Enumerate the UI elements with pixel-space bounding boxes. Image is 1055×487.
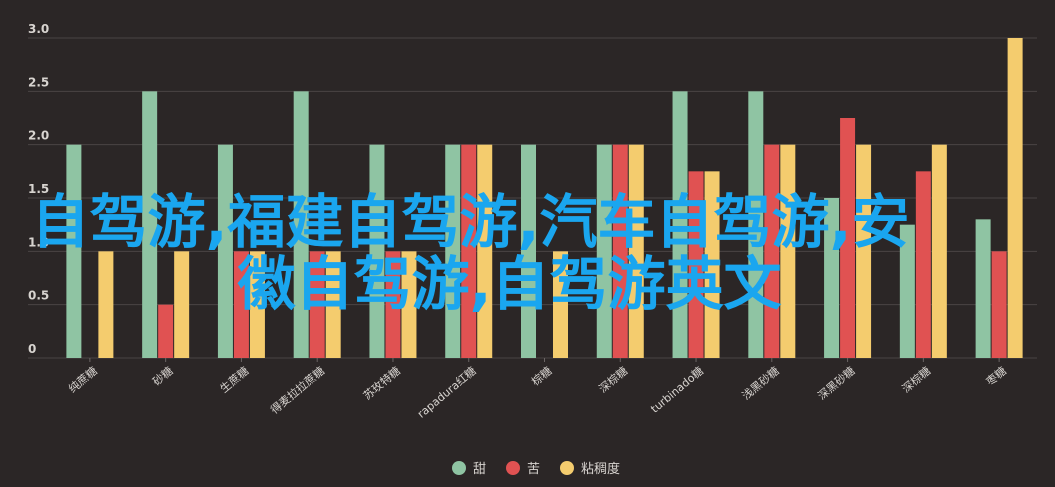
y-tick-label: 2.0 bbox=[28, 129, 49, 143]
bar-sweet bbox=[445, 144, 461, 358]
bar-bitter bbox=[461, 144, 477, 358]
bar-viscosity bbox=[325, 251, 341, 358]
bar-sweet bbox=[142, 91, 158, 358]
bar-viscosity bbox=[628, 144, 644, 358]
bar-viscosity bbox=[174, 251, 190, 358]
bar-bitter bbox=[158, 304, 174, 358]
x-tick-label: 深棕糖 bbox=[596, 364, 630, 396]
bar-viscosity bbox=[249, 251, 265, 358]
bar-sweet bbox=[369, 144, 385, 358]
bar-viscosity bbox=[553, 251, 568, 358]
x-axis: 纯蔗糖 砂糖 生蔗糖 得麦拉拉蔗糖 苏玫特糖 rapadura红糖 棕糖 深棕糖 turbina… bbox=[66, 358, 1009, 421]
x-tick-label: 枣糖 bbox=[983, 364, 1009, 389]
bar-sweet bbox=[672, 91, 688, 358]
x-tick-label: 砂糖 bbox=[150, 364, 176, 389]
x-tick-label: 生蔗糖 bbox=[217, 364, 251, 396]
bar-sweet bbox=[824, 198, 840, 358]
bar-sweet bbox=[975, 219, 991, 358]
legend: 甜 苦 粘稠度 bbox=[452, 461, 620, 477]
bar-bitter bbox=[309, 251, 325, 358]
bar-viscosity bbox=[1007, 38, 1023, 358]
y-tick-label: 2.5 bbox=[28, 75, 49, 89]
y-tick-label: 0.5 bbox=[28, 289, 49, 303]
bar-bitter bbox=[233, 251, 249, 358]
x-tick-label: 苏玫特糖 bbox=[360, 364, 403, 403]
bar-sweet bbox=[899, 224, 915, 358]
bar-sweet bbox=[521, 144, 536, 358]
x-tick-label: 深棕糖 bbox=[899, 364, 933, 396]
bar-bitter bbox=[764, 144, 780, 358]
bar-sweet bbox=[748, 91, 764, 358]
legend-swatch bbox=[560, 461, 574, 475]
y-tick-label: 0 bbox=[28, 342, 36, 356]
legend-label: 粘稠度 bbox=[581, 461, 620, 477]
bar-bitter bbox=[915, 171, 931, 358]
y-tick-label: 1.0 bbox=[28, 235, 49, 249]
x-tick-label: 得麦拉拉蔗糖 bbox=[268, 364, 328, 417]
bar-viscosity bbox=[98, 251, 114, 358]
bar-bitter bbox=[688, 171, 704, 358]
bar-sweet bbox=[217, 144, 233, 358]
bar-sweet bbox=[66, 144, 82, 358]
bar-viscosity bbox=[780, 144, 796, 358]
x-tick-label: turbinado糖 bbox=[648, 364, 706, 416]
bar-viscosity bbox=[704, 171, 720, 358]
x-tick-label: 浅黑砂糖 bbox=[739, 364, 782, 403]
bar-bitter bbox=[991, 251, 1007, 358]
bar-bitter bbox=[385, 251, 401, 358]
x-tick-label: 纯蔗糖 bbox=[66, 364, 100, 396]
legend-swatch bbox=[506, 461, 520, 475]
bars bbox=[66, 38, 1023, 358]
x-tick-label: 深黑砂糖 bbox=[815, 364, 858, 403]
bar-sweet bbox=[596, 144, 612, 358]
bar-bitter bbox=[840, 118, 856, 358]
bar-sweet bbox=[293, 91, 309, 358]
bar-viscosity bbox=[401, 251, 417, 358]
y-tick-label: 3.0 bbox=[28, 22, 49, 36]
bar-viscosity bbox=[931, 144, 947, 358]
y-axis: 0 0.5 1.0 1.5 2.0 2.5 3.0 bbox=[28, 22, 49, 356]
legend-swatch bbox=[452, 461, 466, 475]
bar-bitter bbox=[612, 144, 628, 358]
legend-label: 苦 bbox=[527, 461, 540, 477]
bar-viscosity bbox=[477, 144, 493, 358]
bar-viscosity bbox=[856, 144, 872, 358]
x-tick-label: 棕糖 bbox=[529, 364, 555, 389]
y-tick-label: 1.5 bbox=[28, 182, 49, 196]
legend-label: 甜 bbox=[473, 461, 486, 477]
x-tick-label: rapadura红糖 bbox=[414, 364, 478, 421]
